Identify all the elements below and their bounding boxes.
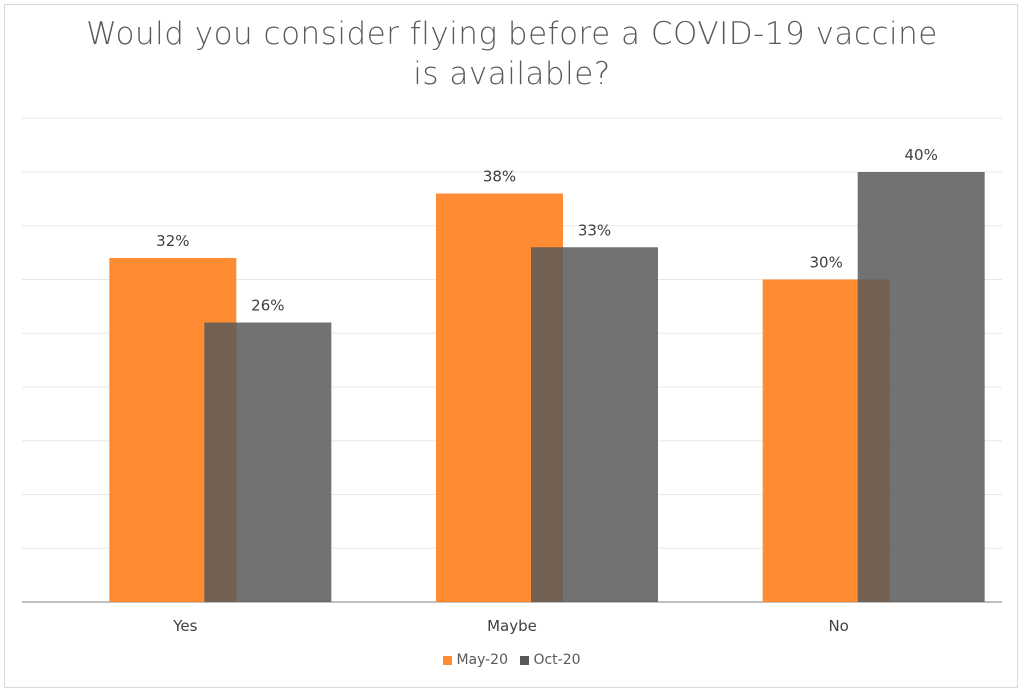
data-label-may-20: 30%: [809, 254, 842, 272]
data-label-may-20: 38%: [483, 168, 516, 186]
data-label-oct-20: 40%: [904, 146, 937, 164]
legend-swatch-oct-20: [520, 655, 530, 665]
bar-oct-20: [204, 322, 332, 602]
bar-oct-20: [531, 247, 658, 602]
data-label-oct-20: 26%: [251, 297, 284, 315]
bar-oct-20: [857, 172, 985, 602]
legend-item-oct-20: Oct-20: [520, 652, 581, 668]
x-tick-label: Yes: [172, 617, 197, 635]
chart-title-line-1: Would you consider flying before a COVID…: [86, 16, 938, 52]
legend-label-oct-20: Oct-20: [533, 652, 581, 668]
x-tick-label: No: [828, 617, 848, 635]
legend: May-20 Oct-20: [0, 652, 1024, 669]
chart-title-line-2: is available?: [413, 56, 611, 92]
legend-item-may-20: May-20: [443, 652, 508, 668]
legend-swatch-may-20: [443, 655, 453, 665]
data-label-oct-20: 33%: [578, 221, 611, 239]
chart-title: Would you consider flying before a COVID…: [0, 14, 1024, 94]
legend-label-may-20: May-20: [456, 652, 509, 668]
x-tick-label: Maybe: [487, 617, 537, 635]
data-label-may-20: 32%: [156, 232, 189, 250]
